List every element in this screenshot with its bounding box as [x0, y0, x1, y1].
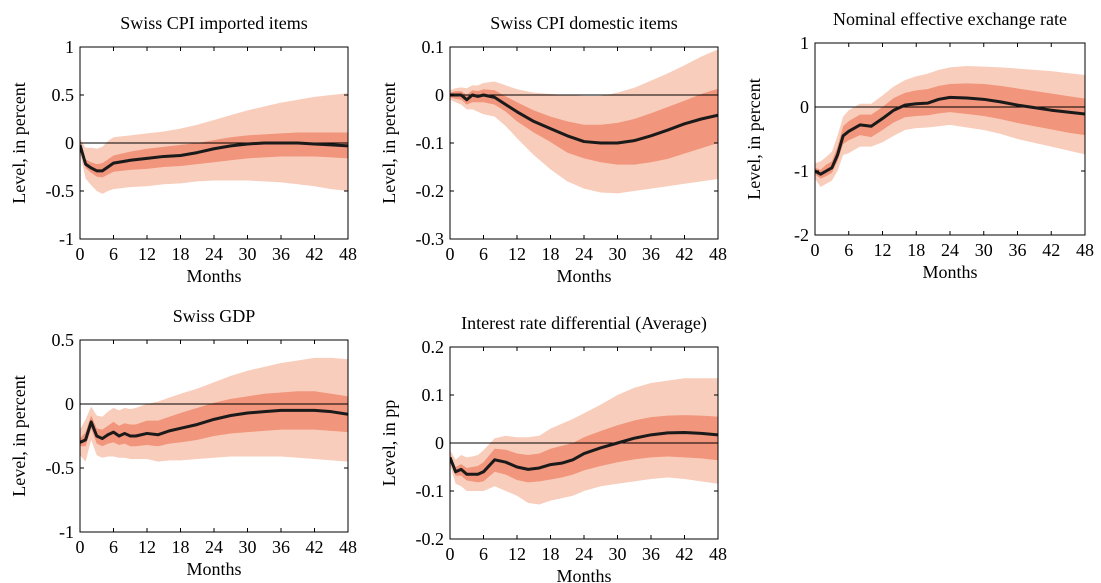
- median-response-line: [80, 408, 348, 444]
- y-tick-label: 0: [800, 97, 809, 117]
- x-tick-label: 42: [676, 244, 694, 264]
- x-tick-label: 12: [508, 244, 526, 264]
- x-tick-label: 48: [709, 244, 727, 264]
- irf-panel: 0 6 12 18 24 30 36 42 48 -1 -0.5 0 0.5 1 Swiss CPI imp…: [9, 13, 357, 286]
- x-tick-label: 24: [575, 544, 593, 564]
- y-tick-label: -0.1: [416, 481, 445, 501]
- x-tick-label: 24: [575, 244, 593, 264]
- x-tick-label: 42: [676, 544, 694, 564]
- x-tick-label: 30: [609, 544, 627, 564]
- y-tick-label: 0: [435, 85, 444, 105]
- panel-title: Swiss CPI domestic items: [490, 13, 678, 33]
- y-tick-label: -0.5: [46, 181, 75, 201]
- irf-panel: 0 6 12 18 24 30 36 42 48 -2 -1 0 1 Nominal effective …: [744, 9, 1094, 282]
- x-tick-label: 0: [811, 240, 820, 260]
- y-tick-label: 0: [65, 394, 74, 414]
- y-axis-label: Level, in pp: [379, 400, 399, 486]
- x-tick-label: 0: [76, 244, 85, 264]
- x-tick-label: 30: [975, 240, 993, 260]
- x-tick-label: 18: [172, 537, 190, 557]
- y-tick-label: 0: [435, 433, 444, 453]
- x-tick-label: 30: [239, 537, 257, 557]
- x-tick-label: 6: [109, 244, 118, 264]
- y-tick-label: 0.5: [52, 330, 75, 350]
- x-tick-label: 0: [76, 537, 85, 557]
- x-tick-label: 24: [205, 537, 223, 557]
- y-tick-label: -0.1: [416, 133, 445, 153]
- median-response-line: [450, 430, 718, 476]
- x-tick-label: 30: [609, 244, 627, 264]
- y-tick-label: -0.3: [416, 229, 445, 249]
- y-tick-label: 0.1: [422, 385, 445, 405]
- inner-credible-band: [450, 88, 718, 165]
- x-tick-label: 6: [479, 544, 488, 564]
- x-tick-label: 0: [446, 544, 455, 564]
- x-tick-label: 18: [542, 544, 560, 564]
- y-tick-label: 1: [65, 37, 74, 57]
- x-tick-label: 18: [542, 244, 560, 264]
- x-axis-label: Months: [186, 266, 241, 286]
- x-axis-label: Months: [922, 262, 977, 282]
- x-tick-label: 48: [339, 537, 357, 557]
- irf-panel: 0 6 12 18 24 30 36 42 48 -0.3 -0.2 -0.1 0 0.1 Swiss CP…: [379, 13, 727, 286]
- y-axis-label: Level, in percent: [9, 82, 29, 203]
- x-tick-label: 0: [446, 244, 455, 264]
- y-tick-label: 0.1: [422, 37, 445, 57]
- x-tick-label: 6: [479, 244, 488, 264]
- y-axis-label: Level, in percent: [744, 78, 764, 199]
- panel-title: Nominal effective exchange rate: [833, 9, 1067, 29]
- y-tick-label: -1: [794, 161, 809, 181]
- panel-title: Interest rate differential (Average): [461, 313, 707, 334]
- x-tick-label: 18: [172, 244, 190, 264]
- panel-title: Swiss GDP: [173, 306, 256, 326]
- panel-title: Swiss CPI imported items: [120, 13, 308, 33]
- x-tick-label: 42: [1042, 240, 1060, 260]
- y-tick-label: 0.5: [52, 85, 75, 105]
- x-tick-label: 18: [907, 240, 925, 260]
- y-tick-label: 1: [800, 33, 809, 53]
- x-tick-label: 36: [642, 244, 660, 264]
- y-tick-label: 0.2: [422, 337, 445, 357]
- x-tick-label: 48: [709, 544, 727, 564]
- y-axis-label: Level, in percent: [9, 375, 29, 496]
- x-tick-label: 36: [1009, 240, 1027, 260]
- x-tick-label: 48: [1076, 240, 1094, 260]
- y-axis-label: Level, in percent: [379, 82, 399, 203]
- irf-panel: 0 6 12 18 24 30 36 42 48 -0.2 -0.1 0 0.1 0.2 Interest …: [379, 313, 727, 583]
- median-response-line: [450, 93, 718, 145]
- y-tick-label: -0.5: [46, 458, 75, 478]
- x-tick-label: 24: [205, 244, 223, 264]
- x-tick-label: 36: [272, 537, 290, 557]
- x-tick-label: 6: [109, 537, 118, 557]
- x-tick-label: 24: [941, 240, 959, 260]
- x-tick-label: 12: [138, 244, 156, 264]
- median-response-line: [815, 95, 1085, 176]
- y-tick-label: -0.2: [416, 181, 445, 201]
- x-tick-label: 36: [642, 544, 660, 564]
- x-axis-label: Months: [556, 566, 611, 583]
- x-tick-label: 42: [306, 244, 324, 264]
- x-axis-label: Months: [556, 266, 611, 286]
- x-tick-label: 48: [339, 244, 357, 264]
- x-tick-label: 6: [844, 240, 853, 260]
- y-tick-label: -0.2: [416, 529, 445, 549]
- y-tick-label: -1: [59, 229, 74, 249]
- irf-panel: 0 6 12 18 24 30 36 42 48 -1 -0.5 0 0.5 Swiss GDP Month…: [9, 306, 357, 579]
- x-tick-label: 12: [874, 240, 892, 260]
- x-tick-label: 36: [272, 244, 290, 264]
- x-tick-label: 30: [239, 244, 257, 264]
- y-tick-label: -1: [59, 522, 74, 542]
- y-tick-label: 0: [65, 133, 74, 153]
- x-tick-label: 12: [138, 537, 156, 557]
- x-axis-label: Months: [186, 559, 241, 579]
- x-tick-label: 42: [306, 537, 324, 557]
- y-tick-label: -2: [794, 225, 809, 245]
- x-tick-label: 12: [508, 544, 526, 564]
- median-response-line: [80, 141, 348, 173]
